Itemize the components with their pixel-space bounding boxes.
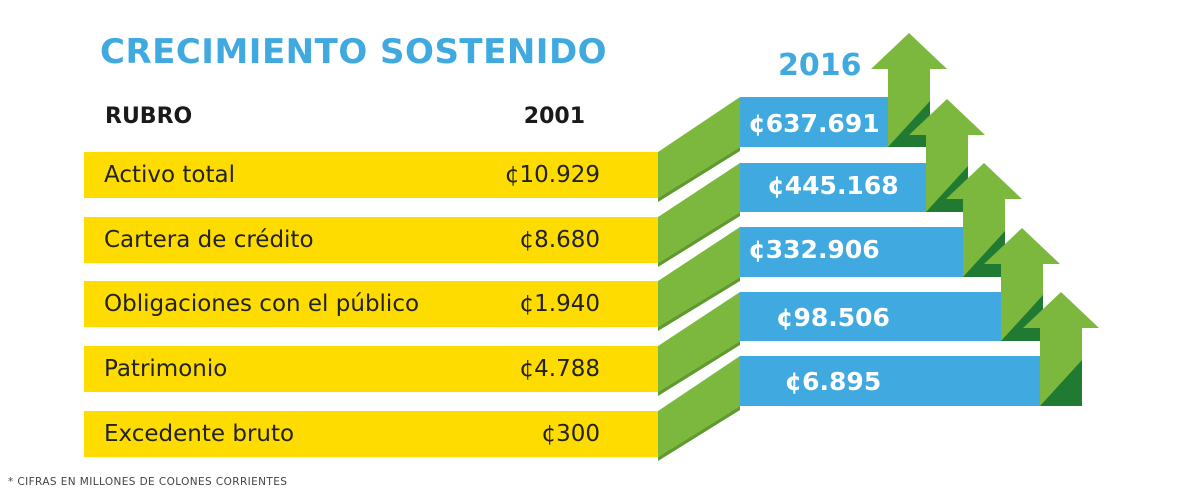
row-label: Cartera de crédito	[104, 227, 314, 253]
up-arrow-shade	[888, 101, 930, 147]
row-value-2016: ¢6.895	[784, 367, 882, 396]
ramp-connector	[658, 97, 740, 198]
value-box-2016	[740, 97, 888, 147]
up-arrow-head	[1023, 292, 1099, 328]
row-value-2016: ¢332.906	[748, 235, 880, 264]
table-row-patrimonio: Patrimonio ¢4.788	[84, 346, 658, 392]
up-arrow-shade	[1040, 360, 1082, 406]
value-box-2016	[740, 356, 1040, 406]
row-label: Excedente bruto	[104, 421, 295, 447]
row-label: Activo total	[104, 162, 235, 188]
header-rubro: RUBRO	[105, 104, 193, 129]
row-value-2001: ¢1.940	[519, 291, 600, 317]
value-box-2016	[740, 227, 963, 277]
row-value-2001: ¢4.788	[519, 356, 600, 382]
page-title: CRECIMIENTO SOSTENIDO	[100, 32, 608, 72]
table-row-excedente: Excedente bruto ¢300	[84, 411, 658, 457]
ramp-connector-shadow	[658, 406, 740, 461]
footnote: * CIFRAS EN MILLONES DE COLONES CORRIENT…	[8, 476, 288, 488]
row-value-2016: ¢445.168	[767, 171, 899, 200]
up-arrow-head	[871, 33, 947, 69]
ramp-connector-shadow	[658, 212, 740, 267]
up-arrow-shade	[926, 166, 968, 212]
header-2016: 2016	[778, 48, 862, 83]
up-arrow-shade	[1001, 295, 1043, 341]
up-arrow-head	[946, 163, 1022, 199]
value-box-2016	[740, 163, 926, 212]
ramp-connector-shadow	[658, 147, 740, 202]
row-value-2016: ¢98.506	[776, 303, 890, 332]
up-arrow-shade	[963, 231, 1005, 277]
ramp-connector	[658, 227, 740, 327]
table-row-activo-total: Activo total ¢10.929	[84, 152, 658, 198]
row-value-2001: ¢10.929	[504, 162, 600, 188]
ramp-connector	[658, 356, 740, 457]
header-2001: 2001	[523, 104, 585, 129]
row-value-2016: ¢637.691	[748, 109, 880, 138]
row-value-2001: ¢8.680	[519, 227, 600, 253]
row-label: Obligaciones con el público	[104, 291, 420, 317]
table-row-cartera-credito: Cartera de crédito ¢8.680	[84, 217, 658, 263]
row-label: Patrimonio	[104, 356, 228, 382]
up-arrow-head	[909, 99, 985, 135]
ramp-connector-shadow	[658, 277, 740, 331]
table-row-obligaciones: Obligaciones con el público ¢1.940	[84, 281, 658, 327]
row-value-2001: ¢300	[541, 421, 600, 447]
ramp-connector-shadow	[658, 341, 740, 396]
ramp-connector	[658, 292, 740, 392]
value-box-2016	[740, 292, 1001, 341]
ramp-connector	[658, 163, 740, 263]
up-arrow-head	[984, 228, 1060, 264]
